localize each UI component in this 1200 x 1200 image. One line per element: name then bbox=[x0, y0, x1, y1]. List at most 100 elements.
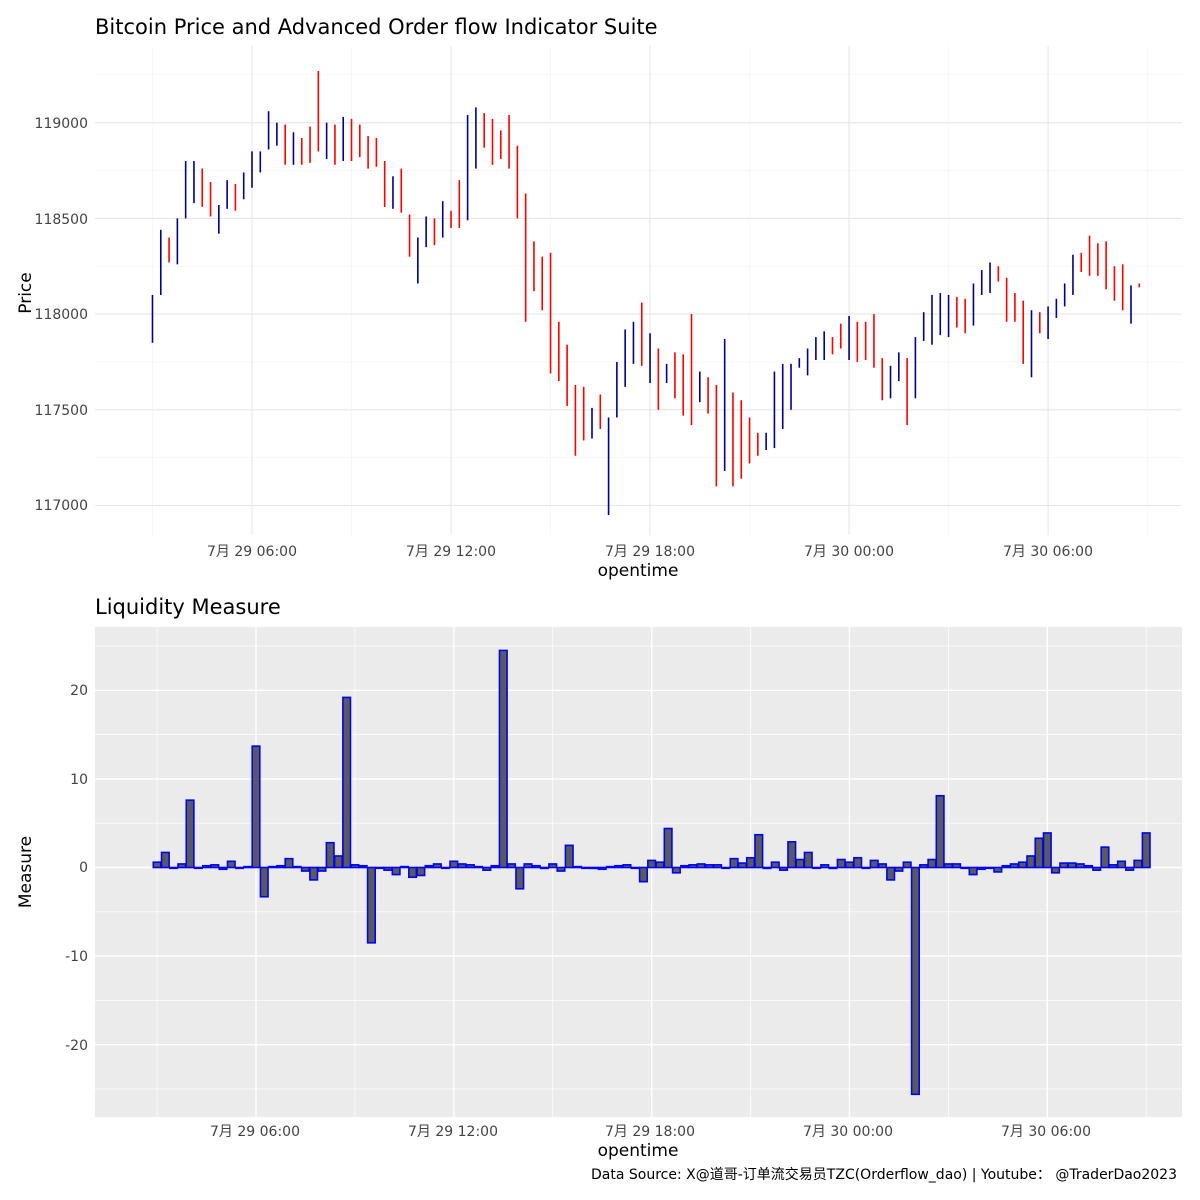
liquidity-bar bbox=[886, 866, 896, 881]
liquidity-bar bbox=[960, 866, 970, 870]
liquidity-x-tick-labels: 7月 29 06:00 7月 29 12:00 7月 29 18:00 7月 3… bbox=[210, 1124, 1091, 1140]
liquidity-bar bbox=[597, 866, 607, 871]
liquidity-bar bbox=[993, 866, 1003, 873]
liquidity-bar bbox=[729, 857, 739, 869]
liquidity-bar bbox=[902, 861, 912, 869]
liquidity-bar bbox=[894, 866, 904, 872]
liquidity-bar bbox=[1116, 860, 1127, 869]
liquidity-bar bbox=[877, 863, 888, 869]
liquidity-bar bbox=[292, 865, 302, 869]
liquidity-bar bbox=[506, 863, 517, 869]
liquidity-bar bbox=[432, 863, 442, 869]
liquidity-bar bbox=[968, 866, 978, 876]
liquidity-bar bbox=[490, 864, 500, 869]
price-chart-title: Bitcoin Price and Advanced Order flow In… bbox=[95, 15, 658, 39]
liquidity-bar bbox=[300, 866, 311, 872]
liquidity-x-tick: 7月 29 06:00 bbox=[210, 1124, 300, 1140]
liquidity-bar bbox=[572, 865, 583, 869]
liquidity-bar bbox=[655, 861, 665, 869]
liquidity-bar bbox=[556, 866, 566, 872]
liquidity-y-axis-title: Measure bbox=[16, 836, 36, 908]
liquidity-bar bbox=[350, 864, 360, 869]
liquidity-bar bbox=[267, 865, 278, 869]
liquidity-bar bbox=[861, 866, 871, 870]
liquidity-bar bbox=[482, 866, 492, 871]
price-y-tick: 118500 bbox=[35, 212, 88, 228]
price-y-axis-title: Price bbox=[16, 272, 36, 313]
liquidity-bar bbox=[358, 864, 368, 869]
liquidity-bar bbox=[712, 864, 723, 869]
liquidity-bar bbox=[284, 857, 294, 869]
liquidity-bar bbox=[1001, 864, 1011, 869]
liquidity-bar bbox=[630, 866, 640, 870]
price-x-tick: 7月 29 12:00 bbox=[406, 544, 496, 560]
liquidity-bar bbox=[1017, 861, 1028, 869]
liquidity-bar bbox=[383, 866, 393, 871]
liquidity-bars bbox=[152, 649, 1151, 1096]
price-y-tick-labels: 117000 117500 118000 118500 119000 bbox=[35, 116, 88, 514]
liquidity-bar bbox=[185, 799, 195, 869]
liquidity-bar bbox=[828, 866, 838, 870]
liquidity-bar bbox=[696, 863, 706, 869]
liquidity-bar bbox=[375, 866, 385, 870]
liquidity-bar bbox=[1108, 864, 1118, 869]
liquidity-bar bbox=[910, 866, 920, 1096]
price-y-tick: 117500 bbox=[35, 403, 88, 419]
liquidity-bar bbox=[688, 864, 698, 869]
liquidity-bar bbox=[1075, 863, 1085, 869]
liquidity-bar bbox=[523, 863, 533, 869]
price-gridlines bbox=[95, 46, 1182, 535]
liquidity-bar bbox=[234, 866, 245, 870]
liquidity-bar bbox=[498, 649, 508, 869]
liquidity-bar bbox=[226, 860, 236, 869]
liquidity-bar bbox=[259, 866, 269, 898]
liquidity-bar bbox=[416, 866, 426, 877]
liquidity-bar bbox=[160, 851, 170, 869]
price-x-axis-title: opentime bbox=[598, 561, 679, 581]
data-source-credit: Data Source: X@道哥-订单流交易员TZC(Orderflow_da… bbox=[591, 1166, 1177, 1183]
liquidity-bar bbox=[647, 859, 657, 869]
liquidity-x-tick: 7月 29 18:00 bbox=[605, 1124, 695, 1140]
liquidity-bar bbox=[1059, 862, 1069, 869]
liquidity-bar bbox=[366, 866, 376, 944]
price-x-tick: 7月 29 18:00 bbox=[605, 544, 695, 560]
liquidity-bar bbox=[622, 864, 632, 869]
liquidity-bar bbox=[1009, 863, 1019, 869]
liquidity-bar bbox=[342, 696, 352, 869]
liquidity-bar bbox=[457, 863, 467, 869]
liquidity-bar bbox=[581, 866, 591, 870]
liquidity-bar bbox=[201, 864, 212, 869]
liquidity-bar bbox=[193, 866, 203, 870]
liquidity-y-tick: -20 bbox=[65, 1038, 88, 1054]
liquidity-bar bbox=[1034, 837, 1044, 869]
liquidity-bar bbox=[844, 861, 855, 869]
liquidity-bar bbox=[976, 866, 986, 871]
liquidity-bar bbox=[605, 865, 616, 869]
liquidity-bar bbox=[663, 827, 673, 869]
liquidity-bar bbox=[325, 841, 335, 869]
liquidity-bar bbox=[803, 851, 813, 869]
liquidity-bar bbox=[820, 864, 830, 869]
liquidity-bar bbox=[1067, 862, 1077, 869]
liquidity-bar bbox=[795, 858, 805, 869]
liquidity-bar bbox=[614, 864, 624, 869]
liquidity-bar bbox=[152, 861, 162, 869]
liquidity-bar bbox=[927, 858, 937, 869]
liquidity-bar bbox=[1092, 866, 1102, 871]
liquidity-bar bbox=[1133, 859, 1143, 869]
liquidity-bar bbox=[440, 866, 451, 870]
liquidity-bar bbox=[984, 866, 995, 870]
liquidity-bar bbox=[589, 866, 599, 870]
liquidity-bar bbox=[243, 865, 253, 869]
liquidity-y-tick: 20 bbox=[70, 683, 88, 699]
liquidity-bar bbox=[317, 866, 327, 872]
liquidity-bar bbox=[943, 863, 953, 869]
liquidity-bar bbox=[333, 855, 344, 869]
liquidity-bar bbox=[210, 864, 220, 869]
liquidity-chart-title: Liquidity Measure bbox=[95, 595, 281, 619]
liquidity-bar bbox=[836, 858, 846, 869]
price-panel: Bitcoin Price and Advanced Order flow In… bbox=[16, 15, 1182, 581]
liquidity-bar bbox=[811, 866, 822, 870]
price-y-tick: 117000 bbox=[35, 498, 88, 514]
